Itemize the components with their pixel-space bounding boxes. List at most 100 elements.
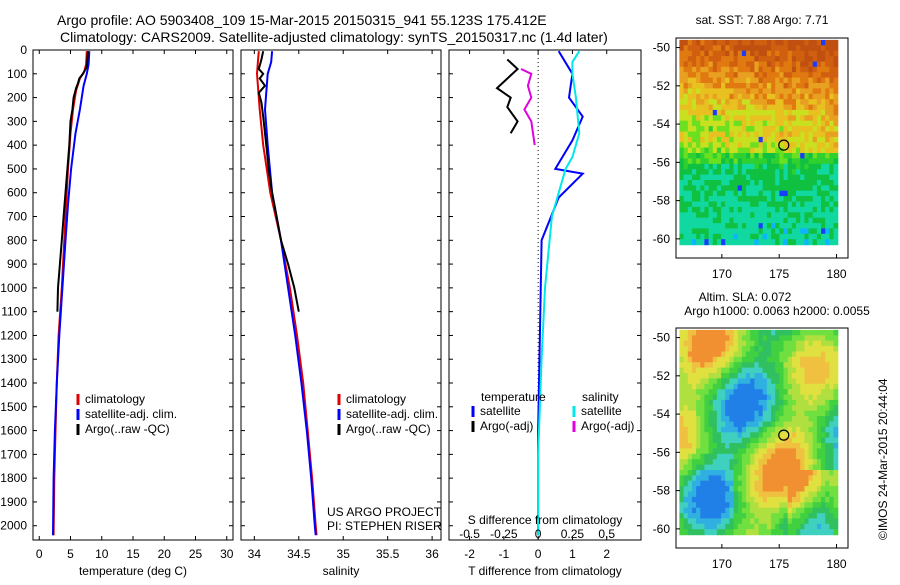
map-cell (762, 399, 768, 406)
map-cell (821, 136, 826, 143)
map-cell (771, 169, 776, 176)
map-cell (775, 346, 780, 353)
map-cell (716, 201, 722, 208)
map-cell (704, 523, 710, 530)
map-cell (737, 185, 743, 192)
map-cell (704, 475, 710, 482)
map-cell (729, 329, 735, 336)
map-cell (825, 66, 830, 73)
map-cell (808, 142, 814, 149)
map-cell (700, 158, 706, 165)
map-cell (683, 61, 689, 68)
legend-label: satellite (581, 404, 622, 418)
x-tick-label: 34.5 (287, 547, 311, 561)
map-cell (683, 201, 689, 208)
map-cell (804, 448, 810, 455)
map-cell (808, 496, 814, 503)
map-cell (766, 475, 772, 482)
map-cell (733, 66, 739, 73)
map-cell (737, 61, 743, 68)
map-cell (750, 502, 755, 509)
map-cell (687, 136, 693, 143)
map-cell (833, 362, 839, 369)
map-cell (679, 518, 685, 525)
x-tick-label: 5 (67, 547, 74, 561)
map-cell (804, 421, 810, 428)
map-cell (746, 356, 751, 363)
map-cell (733, 88, 739, 95)
map-cell (816, 367, 822, 374)
map-cell (796, 93, 801, 100)
map-cell (812, 93, 818, 100)
map-cell (687, 147, 693, 154)
map-cell (796, 383, 801, 390)
map-cell (729, 61, 735, 68)
map-cell (791, 453, 797, 460)
map-cell (766, 72, 772, 79)
map-cell (821, 180, 826, 186)
map-cell (787, 405, 793, 412)
map-cell (708, 329, 714, 336)
map-cell (816, 201, 822, 208)
map-cell (741, 174, 747, 181)
map-cell (737, 180, 743, 186)
map-cell (712, 491, 718, 498)
map-cell (721, 217, 726, 224)
map-cell (779, 228, 785, 235)
map-cell (791, 180, 797, 186)
map-cell (691, 470, 697, 476)
map-cell (696, 93, 701, 100)
map-cell (712, 147, 718, 154)
map-cell (691, 329, 697, 336)
map-cell (821, 120, 826, 127)
map-cell (829, 196, 835, 203)
map-cell (746, 529, 751, 536)
map-cell (679, 61, 685, 68)
map-cell (754, 196, 760, 203)
map-cell (775, 340, 780, 347)
map-cell (691, 518, 697, 525)
map-cell (762, 405, 768, 412)
map-cell (825, 77, 830, 84)
map-cell (816, 448, 822, 455)
map-cell (762, 174, 768, 181)
map-cell (687, 217, 693, 224)
map-cell (733, 77, 739, 84)
map-cell (750, 346, 755, 353)
map-cell (696, 169, 701, 176)
map-cell (683, 507, 689, 514)
map-cell (700, 346, 706, 353)
map-cell (729, 421, 735, 428)
map-cell (779, 486, 785, 493)
map-cell (733, 529, 739, 536)
map-cell (783, 464, 789, 471)
map-cell (683, 50, 689, 57)
map-cell (712, 88, 718, 95)
map-cell (808, 491, 814, 498)
map-cell (762, 158, 768, 165)
map-cell (825, 223, 830, 230)
map-cell (704, 410, 710, 417)
map-cell (758, 206, 764, 213)
y-tick-label: 0 (20, 43, 27, 57)
map-cell (741, 45, 747, 52)
map-cell (716, 443, 722, 449)
map-cell (679, 109, 685, 116)
map-cell (712, 421, 718, 428)
map-cell (829, 389, 835, 396)
map-cell (804, 61, 810, 68)
map-cell (729, 39, 735, 46)
map-cell (696, 405, 701, 412)
map-cell (704, 378, 710, 385)
map-cell (691, 201, 697, 208)
map-cell (716, 480, 722, 487)
map-cell (829, 109, 835, 116)
map-cell (775, 169, 780, 176)
map-cell (691, 486, 697, 493)
map-cell (783, 136, 789, 143)
map-cell (771, 99, 776, 106)
map-cell (754, 329, 760, 336)
map-cell (721, 389, 726, 396)
map-cell (783, 421, 789, 428)
map-cell (800, 239, 805, 246)
